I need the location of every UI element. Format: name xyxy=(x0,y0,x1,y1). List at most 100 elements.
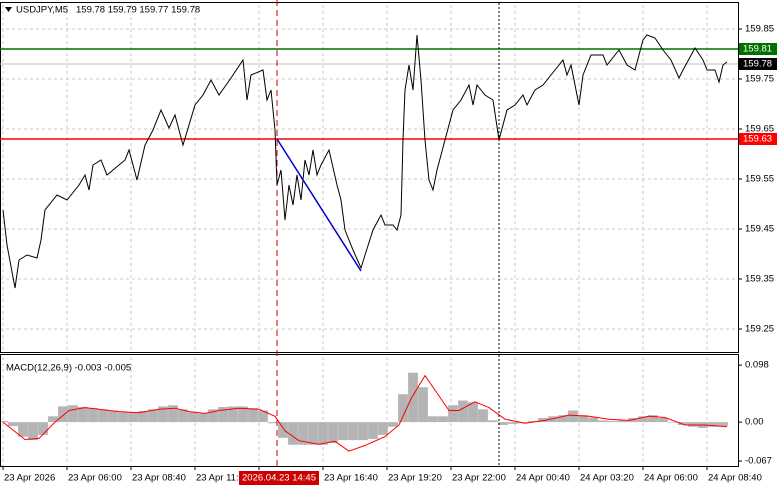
macd-bar xyxy=(148,409,158,423)
menu-arrow xyxy=(5,7,12,12)
y-tick-label: 159.35 xyxy=(745,274,774,285)
macd-bar xyxy=(408,372,418,423)
y-tick-label: 159.25 xyxy=(745,324,774,335)
panel-frame xyxy=(0,2,739,353)
macd-bar xyxy=(228,406,238,423)
chart-title: USDJPY,M5 xyxy=(16,5,68,16)
macd-bar xyxy=(78,406,88,423)
macd-bar xyxy=(178,409,188,423)
x-tick-label: 23 Apr 11:20 xyxy=(196,473,249,484)
macd-bar xyxy=(388,422,398,427)
macd-bar xyxy=(688,422,698,427)
price-line xyxy=(2,34,728,289)
macd-bar xyxy=(338,422,348,441)
macd-bar xyxy=(608,420,618,423)
macd-bar xyxy=(618,420,628,423)
level-label: 159.81 xyxy=(743,44,772,55)
macd-bar xyxy=(578,415,588,423)
macd-bar xyxy=(138,411,148,423)
macd-bar xyxy=(558,415,568,423)
macd-bar xyxy=(668,422,678,423)
y-tick-label: 159.75 xyxy=(745,74,774,85)
macd-bar xyxy=(268,422,278,424)
macd-bar xyxy=(208,409,218,423)
level-label: 159.63 xyxy=(743,134,772,145)
macd-bar xyxy=(358,422,368,441)
x-tick-label: 23 Apr 08:40 xyxy=(132,473,186,484)
trend-line xyxy=(276,138,362,272)
macd-bar xyxy=(458,400,468,423)
macd-bar xyxy=(538,418,548,423)
macd-bar xyxy=(238,406,248,423)
x-tick-label: 23 Apr 19:20 xyxy=(388,473,442,484)
macd-bar xyxy=(248,408,258,423)
macd-bar xyxy=(308,422,318,445)
macd-bar xyxy=(708,422,718,427)
last-price-label: 159.78 xyxy=(743,59,772,70)
macd-bar xyxy=(298,422,308,445)
x-tick-label: 23 Apr 2026 xyxy=(4,473,55,484)
x-tick-label: 24 Apr 03:20 xyxy=(580,473,634,484)
macd-bar xyxy=(158,406,168,423)
macd-bar xyxy=(108,410,118,423)
macd-bar xyxy=(28,422,38,441)
macd-bar xyxy=(488,420,498,423)
macd-bar xyxy=(448,405,458,423)
macd-bar xyxy=(168,405,178,423)
x-tick-label: 24 Apr 08:40 xyxy=(708,473,762,484)
macd-bar xyxy=(68,405,78,423)
macd-bar xyxy=(218,406,228,423)
last-price-box xyxy=(739,58,777,70)
macd-bar xyxy=(718,422,728,427)
y-tick-label: 159.45 xyxy=(745,224,774,235)
macd-bar xyxy=(468,402,478,423)
level-label-box xyxy=(739,133,777,145)
macd-bar xyxy=(128,412,138,423)
level-label-box xyxy=(739,43,777,55)
macd-title: MACD(12,26,9) -0.003 -0.005 xyxy=(6,363,131,374)
macd-bar xyxy=(648,415,658,423)
macd-bar xyxy=(0,420,8,423)
x-tick-label: 23 Apr 22:00 xyxy=(452,473,506,484)
x-tick-label: 24 Apr 06:00 xyxy=(644,473,698,484)
macd-bar xyxy=(258,410,268,423)
macd-bar xyxy=(638,416,648,423)
y-tick-label: 159.85 xyxy=(745,24,774,35)
macd-bar xyxy=(188,412,198,423)
macd-bar xyxy=(678,422,688,426)
macd-bar xyxy=(58,406,68,423)
y-tick-label: 0.098 xyxy=(745,360,769,371)
macd-bar xyxy=(198,413,208,423)
macd-bar xyxy=(328,422,338,444)
macd-bar xyxy=(48,416,58,423)
macd-bar xyxy=(88,408,98,423)
macd-bar xyxy=(378,422,388,435)
macd-bar xyxy=(588,417,598,423)
x-tick-label: 24 Apr 00:40 xyxy=(516,473,570,484)
macd-bar xyxy=(438,416,448,423)
macd-bar xyxy=(478,409,488,423)
macd-bar xyxy=(658,418,668,423)
macd-bar xyxy=(498,422,508,426)
macd-bar xyxy=(548,416,558,423)
macd-bar xyxy=(568,410,578,423)
macd-bar xyxy=(508,422,518,424)
cursor-label-box xyxy=(239,471,319,485)
y-tick-label: -0.067 xyxy=(745,456,772,467)
x-tick-label: 23 Apr 06:00 xyxy=(68,473,122,484)
signal-line xyxy=(2,374,728,452)
y-tick-label: 159.65 xyxy=(745,124,774,135)
macd-bar xyxy=(348,422,358,441)
macd-bar xyxy=(18,422,28,437)
macd-bar xyxy=(118,412,128,423)
chart-subtitle: 159.78 159.79 159.77 159.78 xyxy=(76,5,200,16)
macd-bar xyxy=(368,422,378,439)
macd-bar xyxy=(98,409,108,423)
macd-bar xyxy=(598,420,608,423)
macd-bar xyxy=(398,394,408,423)
macd-bar xyxy=(8,422,18,427)
cursor-label: 2026.04.23 14:45 xyxy=(242,473,316,484)
